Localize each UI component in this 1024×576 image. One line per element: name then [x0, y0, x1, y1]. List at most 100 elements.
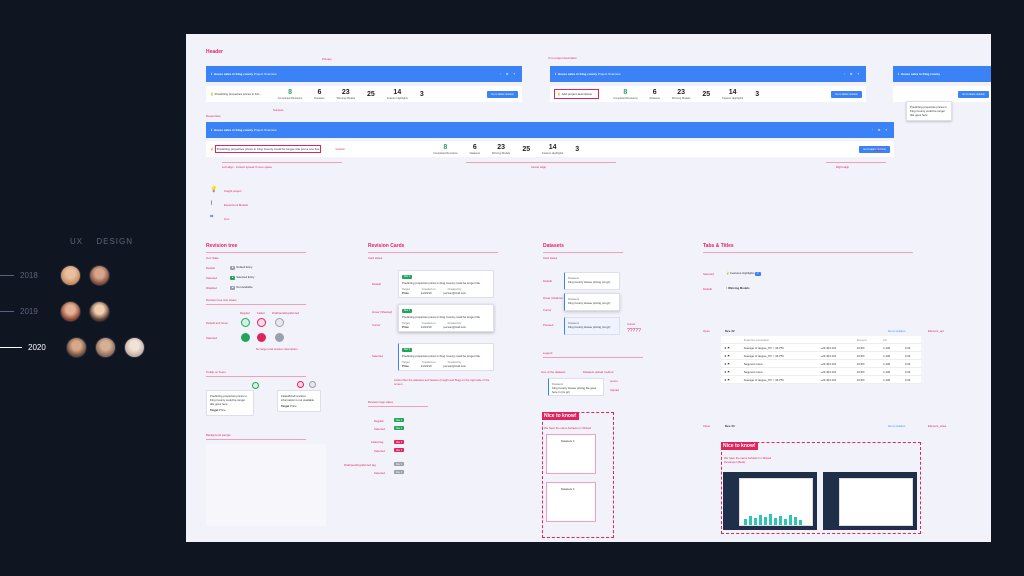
regular-state-icon[interactable]: [241, 318, 250, 327]
avatar[interactable]: [60, 264, 81, 286]
avatar[interactable]: [60, 300, 81, 322]
project-title: House sales in King county: [213, 72, 253, 76]
stat-models[interactable]: 23 Winning Models: [671, 88, 691, 100]
timeline-2020[interactable]: 2020: [0, 335, 153, 359]
go-to-revision-button[interactable]: Go to revision: [888, 329, 906, 333]
annotation-no-target: No target and revision description: [256, 347, 298, 351]
nice-to-know-sub-2: We have the same behavior in Wizard Deve…: [724, 456, 772, 464]
dataset-card-default[interactable]: Datasets King County House pricing (cs.g…: [564, 272, 620, 290]
table-row[interactable]: ★ ⚑ Segment name +23.403.101 23.5% 1.436 0.34: [721, 367, 921, 376]
tree-disabled-item[interactable]: ■ Not Available: [230, 285, 253, 290]
timeline-2019[interactable]: 2019: [0, 299, 118, 323]
pending-state-icon[interactable]: [275, 318, 284, 327]
tag-failed[interactable]: Rev 1: [394, 440, 405, 444]
label-pending: Draft/pending/aborted: [272, 311, 300, 315]
go-to-revision-button-2[interactable]: Go to revision: [888, 424, 906, 428]
wizard-table: [839, 478, 913, 526]
revision-card-default[interactable]: Rev 1 Predicting properties prices in Ki…: [398, 270, 494, 298]
tree-selected-item[interactable]: ■ Selected Entry: [230, 275, 255, 280]
latest-revision-button[interactable]: Go to latest revision: [487, 90, 518, 98]
timeline-tick: [0, 310, 14, 312]
avatar[interactable]: [89, 264, 110, 286]
avatar[interactable]: [124, 336, 145, 358]
regular-selected-icon[interactable]: [241, 333, 250, 342]
info-icon[interactable]: ℹ: [898, 72, 901, 76]
failed-state-icon[interactable]: [257, 318, 266, 327]
latest-revision-button[interactable]: Go to latest revision: [958, 90, 989, 98]
tree-default-item[interactable]: ■ Default Entry: [230, 265, 253, 270]
avatar[interactable]: [89, 300, 110, 322]
project-dropdown[interactable]: Project Overview: [597, 72, 621, 76]
pending-state-icon[interactable]: [309, 381, 316, 388]
revision-card-hover[interactable]: Rev 1 Predicting properties prices in Ki…: [398, 304, 494, 332]
project-title: House sales in King county: [213, 128, 253, 132]
stat-highlights[interactable]: 14 Feature Highlights: [542, 143, 564, 155]
stat-completed[interactable]: 8 Completed Revisions: [613, 88, 638, 100]
dataset-card-pressed[interactable]: Datasets King County House pricing (cs.g…: [564, 317, 620, 335]
tag-selected[interactable]: Rev 1: [394, 426, 405, 430]
tag-regular[interactable]: Rev 1: [394, 418, 405, 422]
add-description-field[interactable]: 💡 Add project description: [554, 89, 600, 99]
stat-features[interactable]: 25: [367, 90, 375, 98]
section-divider: [206, 252, 306, 253]
question-marks: ?????: [627, 328, 641, 334]
project-dropdown[interactable]: Project Overview: [253, 72, 277, 76]
stat-extra[interactable]: 3: [575, 145, 580, 153]
stat-datasets[interactable]: 6 Datasets: [469, 143, 480, 155]
stat-features[interactable]: 25: [522, 145, 531, 153]
stat-models[interactable]: 23 Winning Models: [336, 88, 355, 100]
table-row[interactable]: ★ ⚑ Average of degree_PX < 46.753 +23.403.…: [721, 343, 921, 352]
avatar[interactable]: [66, 336, 87, 358]
annotation-element-open: Element_opt: [928, 329, 944, 333]
design-label: DESIGN: [96, 237, 134, 246]
stat-completed[interactable]: 8 Completed Revisions: [277, 88, 303, 100]
label-tooltip-hover: Tooltip on hover: [206, 370, 226, 374]
header-icons[interactable]: ◔ ⚙ ?: [843, 72, 861, 76]
stat-extra[interactable]: 3: [419, 90, 424, 98]
label-ds-hover: Hover (shadow): [543, 296, 563, 300]
info-icon[interactable]: ℹ: [211, 72, 214, 76]
header-icons[interactable]: ◔ ⚙ ?: [499, 72, 517, 76]
stat-highlights[interactable]: 14 Feature Highlights: [386, 88, 408, 100]
stat-datasets[interactable]: 6 Datasets: [649, 88, 660, 100]
project-description[interactable]: Predicting properties prices in Kin...: [214, 92, 262, 96]
revision-title-open: Rev. 02: [725, 329, 735, 333]
table-row[interactable]: ★ ⚑ Segment name +23.403.101 23.5% 1.436 0.34: [721, 359, 921, 368]
section-divider: [543, 357, 643, 358]
header-icons[interactable]: ◔ ⚙ ?: [871, 128, 889, 132]
tag-failed-selected[interactable]: Rev 1: [394, 448, 405, 452]
tab-winning-models[interactable]: ⌇ Winning Models: [726, 286, 750, 290]
annotation-custom-right: Custom: [874, 148, 884, 152]
stat-features[interactable]: 25: [702, 90, 711, 98]
pending-selected-icon[interactable]: [275, 333, 284, 342]
annotation-ds-upload: Datasets upload method: [583, 370, 614, 374]
annotation-primary: Primary: [322, 57, 332, 61]
label-default: Default: [206, 266, 215, 270]
failed-selected-icon[interactable]: [257, 333, 266, 342]
info-icon[interactable]: ℹ: [555, 72, 558, 76]
latest-revision-button[interactable]: Go to latest revision: [859, 145, 890, 153]
dataset-card-hover[interactable]: Datasets King County House pricing (cs.g…: [564, 293, 620, 311]
table-row[interactable]: ★ ⚑ Average of degree_PX < 46.753 +23.403.…: [721, 375, 921, 384]
project-description-long[interactable]: Predicting properties prices in King Cou…: [214, 145, 322, 153]
tag-pending[interactable]: Rev 1: [394, 462, 405, 466]
avatar[interactable]: [95, 336, 116, 358]
label-ds-legend: Legend: [543, 351, 553, 355]
year-label: 2020: [28, 342, 46, 352]
tab-feature-highlights[interactable]: 💡 Features Highlights 2: [726, 271, 761, 276]
project-dropdown[interactable]: Project Overview: [253, 128, 277, 132]
stat-highlights[interactable]: 14 Feature Highlights: [722, 88, 744, 100]
latest-revision-button[interactable]: Go to latest revision: [831, 90, 862, 98]
stat-datasets[interactable]: 6 Datasets: [314, 88, 325, 100]
info-icon[interactable]: ℹ: [211, 128, 214, 132]
failed-state-icon[interactable]: [297, 381, 304, 388]
stat-models[interactable]: 23 Winning Models: [491, 143, 511, 155]
table-row[interactable]: ★ ⚑ Average of degree_PX < 46.753 +23.403.…: [721, 351, 921, 360]
dataset-card-legend[interactable]: Datasets King County House pricing file …: [548, 378, 604, 396]
stat-extra[interactable]: 3: [755, 90, 760, 98]
timeline-2018[interactable]: 2018: [0, 263, 118, 287]
tag-pending-selected[interactable]: Rev 1: [394, 470, 405, 474]
regular-state-icon[interactable]: [252, 382, 259, 389]
stat-completed[interactable]: 8 Completed Revisions: [433, 143, 458, 155]
revision-card-selected[interactable]: Rev 1 Predicting properties prices in Ki…: [398, 343, 494, 371]
